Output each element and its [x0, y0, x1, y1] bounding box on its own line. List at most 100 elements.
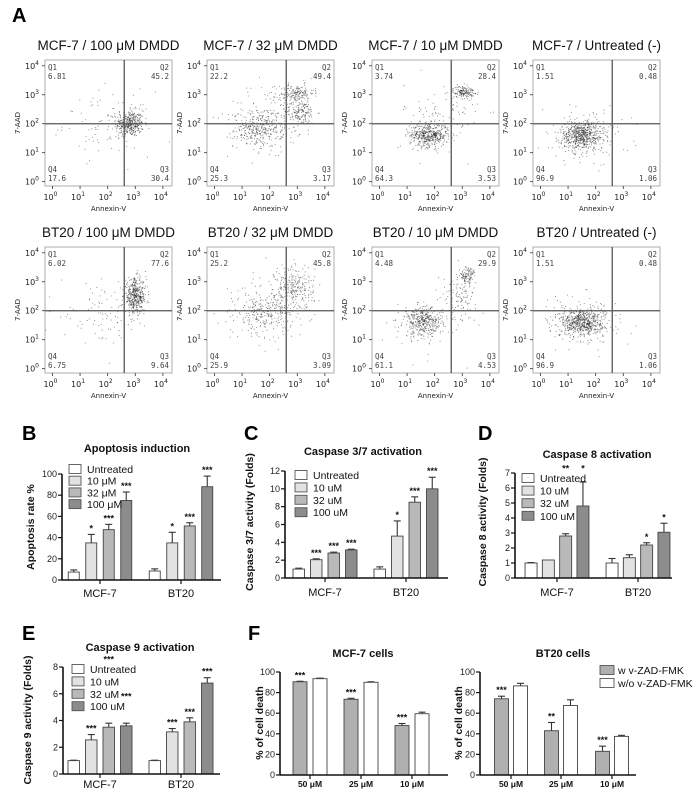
- event-dot: [268, 138, 270, 140]
- event-dot: [295, 100, 297, 102]
- event-dot: [472, 104, 474, 106]
- event-dot: [312, 286, 314, 288]
- event-dot: [420, 334, 422, 336]
- event-dot: [598, 126, 600, 128]
- event-dot: [420, 315, 422, 317]
- event-dot: [134, 134, 136, 136]
- tick-exponent: 2: [109, 378, 113, 385]
- event-dot: [260, 118, 262, 120]
- event-dot: [437, 147, 439, 149]
- quadrant-name: Q2: [160, 63, 169, 72]
- event-dot: [268, 280, 270, 282]
- event-dot: [298, 116, 300, 118]
- event-dot: [424, 145, 426, 147]
- event-dot: [593, 162, 595, 165]
- event-dot: [595, 148, 597, 151]
- event-dot: [423, 301, 425, 303]
- event-dot: [574, 143, 576, 145]
- event-dot: [462, 89, 464, 91]
- event-dot: [431, 131, 433, 133]
- event-dot: [584, 129, 586, 132]
- event-dot: [423, 116, 425, 118]
- event-dot: [280, 93, 282, 95]
- event-dot: [272, 314, 274, 317]
- event-dot: [138, 304, 140, 306]
- event-dot: [304, 295, 306, 297]
- event-dot: [429, 325, 431, 327]
- event-dot: [414, 321, 416, 323]
- event-dot: [132, 290, 135, 293]
- event-dot: [471, 98, 473, 100]
- event-dot: [589, 126, 591, 128]
- tick-exponent: 1: [569, 191, 573, 198]
- event-dot: [302, 108, 304, 110]
- quadrant-name: Q4: [48, 165, 58, 174]
- event-dot: [575, 127, 577, 129]
- event-dot: [243, 304, 245, 307]
- event-dot: [459, 87, 462, 89]
- event-dot: [278, 94, 281, 96]
- tick-exponent: 1: [243, 378, 247, 385]
- event-dot: [436, 132, 438, 134]
- event-dot: [126, 125, 128, 127]
- event-dot: [424, 319, 426, 321]
- quadrant-name: Q2: [160, 250, 169, 259]
- event-dot: [122, 289, 124, 291]
- event-dot: [245, 126, 247, 128]
- event-dot: [298, 111, 300, 113]
- event-dot: [421, 308, 423, 310]
- event-dot: [457, 300, 459, 302]
- event-dot: [410, 340, 412, 342]
- event-dot: [248, 132, 250, 134]
- event-dot: [453, 283, 455, 286]
- event-dot: [569, 128, 572, 130]
- event-dot: [422, 314, 424, 316]
- event-dot: [302, 92, 304, 94]
- event-dot: [423, 338, 425, 340]
- event-dot: [465, 278, 467, 280]
- event-dot: [266, 129, 268, 131]
- quadrant-percentage: 3.53: [478, 174, 496, 183]
- event-dot: [133, 114, 135, 116]
- event-dot: [141, 291, 143, 293]
- x-tick-label: 101: [233, 191, 247, 202]
- event-dot: [431, 318, 433, 320]
- panel-label-f: F: [248, 623, 260, 645]
- event-dot: [121, 126, 123, 128]
- event-dot: [474, 110, 476, 112]
- event-dot: [437, 132, 440, 134]
- event-dot: [139, 293, 141, 295]
- event-dot: [427, 360, 429, 362]
- event-dot: [471, 88, 473, 91]
- event-dot: [573, 147, 575, 149]
- event-dot: [461, 271, 464, 273]
- event-dot: [298, 101, 300, 104]
- event-dot: [588, 342, 590, 344]
- event-dot: [586, 132, 588, 134]
- event-dot: [467, 92, 469, 94]
- event-dot: [428, 143, 430, 145]
- event-dot: [252, 278, 254, 280]
- event-dot: [251, 110, 253, 112]
- event-dot: [607, 137, 609, 139]
- event-dot: [270, 293, 272, 295]
- event-dot: [256, 317, 258, 319]
- event-dot: [225, 321, 227, 323]
- event-dot: [442, 322, 444, 325]
- event-dot: [447, 296, 449, 298]
- event-dot: [303, 105, 305, 107]
- event-dot: [252, 116, 254, 118]
- event-dot: [137, 120, 139, 122]
- event-dot: [299, 109, 301, 111]
- event-dot: [139, 275, 141, 277]
- x-tick-label: 102: [261, 378, 275, 389]
- event-dot: [124, 127, 126, 129]
- event-dot: [251, 134, 253, 136]
- event-dot: [279, 125, 281, 127]
- event-dot: [397, 312, 399, 314]
- event-dot: [241, 124, 244, 126]
- event-dot: [130, 108, 132, 110]
- event-dot: [102, 337, 104, 339]
- event-dot: [131, 115, 133, 117]
- event-dot: [452, 90, 454, 92]
